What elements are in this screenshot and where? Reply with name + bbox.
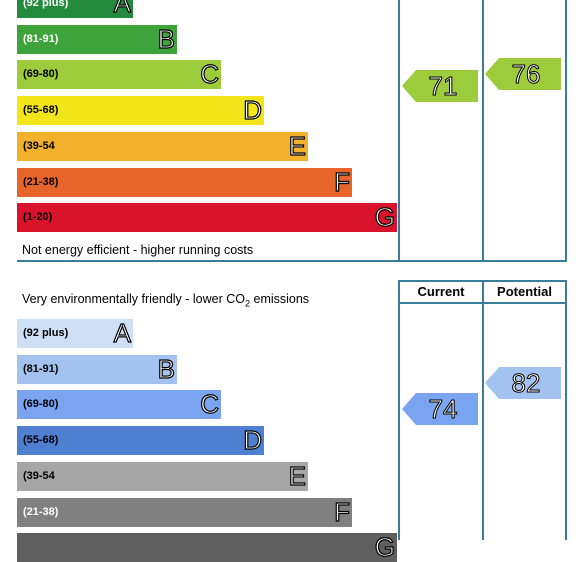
band-range-label: (39-54 — [23, 469, 55, 482]
env-potential-arrow-shape — [485, 367, 561, 399]
band-range-label: (55-68) — [23, 434, 59, 447]
band-letter: G — [374, 202, 395, 233]
band-g: (1-20) G — [17, 202, 397, 233]
band-b: (81-91) B — [17, 23, 177, 54]
energy-current-rating: 71 — [402, 70, 478, 102]
env-current-arrow-shape — [402, 393, 478, 425]
env-friendly-tail: emissions — [250, 292, 310, 306]
band-g: G — [17, 532, 397, 562]
band-range-label: (69-80) — [23, 68, 59, 81]
current-column-header: Current — [417, 284, 465, 299]
band-range-label: (92 plus) — [23, 327, 69, 339]
band-range-label: (69-80) — [23, 398, 59, 411]
band-f: (21-38) F — [17, 166, 352, 197]
band-letter: B — [157, 23, 176, 54]
current-column-divider — [398, 0, 400, 262]
band-e: (39-54 E — [17, 460, 308, 491]
band-letter: C — [200, 389, 220, 420]
band-range-label: (21-38) — [23, 175, 59, 188]
energy-bottom-border — [17, 260, 567, 262]
band-range-label: (55-68) — [23, 104, 59, 117]
band-c: (69-80) C — [17, 389, 221, 420]
env-potential-rating: 82 — [485, 367, 561, 399]
band-a: (92 plus) A — [17, 318, 133, 348]
env-friendly-text: Very environmentally friendly - lower CO — [22, 292, 245, 306]
right-border — [565, 0, 567, 262]
band-letter: A — [113, 318, 132, 348]
energy-potential-arrow-shape — [485, 58, 561, 90]
band-letter: E — [288, 460, 307, 491]
co2-subscript: 2 — [245, 298, 251, 309]
band-letter: E — [288, 130, 307, 161]
env-potential-divider — [482, 280, 484, 540]
band-d: (55-68) D — [17, 425, 264, 456]
potential-column-header: Potential — [497, 284, 552, 299]
band-letter: A — [113, 0, 132, 18]
env-current-rating: 74 — [402, 393, 478, 425]
not-efficient-note: Not energy efficient - higher running co… — [22, 243, 254, 257]
energy-efficiency-chart: (92 plus) A (81-91) B (69-80) C (55-68) D (39-54… — [0, 0, 583, 262]
band-f: (21-38) F — [17, 496, 352, 527]
band-range-label: (1-20) — [23, 211, 53, 224]
energy-current-value: 71 — [428, 71, 458, 102]
band-letter: B — [157, 353, 176, 384]
environmental-impact-chart: Current Potential Very environmentally f… — [0, 262, 583, 562]
band-range-label: (81-91) — [23, 362, 59, 375]
potential-column-divider — [482, 0, 484, 262]
energy-potential-value: 76 — [511, 59, 541, 90]
band-e: (39-54 E — [17, 130, 308, 161]
env-potential-value: 82 — [511, 368, 541, 399]
band-a: (92 plus) A — [17, 0, 133, 18]
band-letter: D — [243, 425, 263, 456]
band-letter: F — [334, 166, 351, 197]
env-current-divider — [398, 280, 400, 540]
band-range-label: (92 plus) — [23, 0, 69, 9]
energy-potential-rating: 76 — [485, 58, 561, 90]
band-d: (55-68) D — [17, 95, 264, 126]
band-range-label: (39-54 — [23, 139, 55, 152]
band-c: (69-80) C — [17, 59, 221, 90]
band-range-label: (81-91) — [23, 32, 59, 45]
band-b: (81-91) B — [17, 353, 177, 384]
band-letter: G — [374, 532, 395, 562]
env-friendly-note: Very environmentally friendly - lower CO… — [22, 292, 309, 309]
env-current-value: 74 — [428, 394, 458, 425]
band-letter: F — [334, 496, 351, 527]
band-letter: C — [200, 59, 220, 90]
energy-current-arrow-shape — [402, 70, 478, 102]
band-letter: D — [243, 95, 263, 126]
env-right-border — [565, 280, 567, 540]
band-range-label: (21-38) — [23, 505, 59, 518]
